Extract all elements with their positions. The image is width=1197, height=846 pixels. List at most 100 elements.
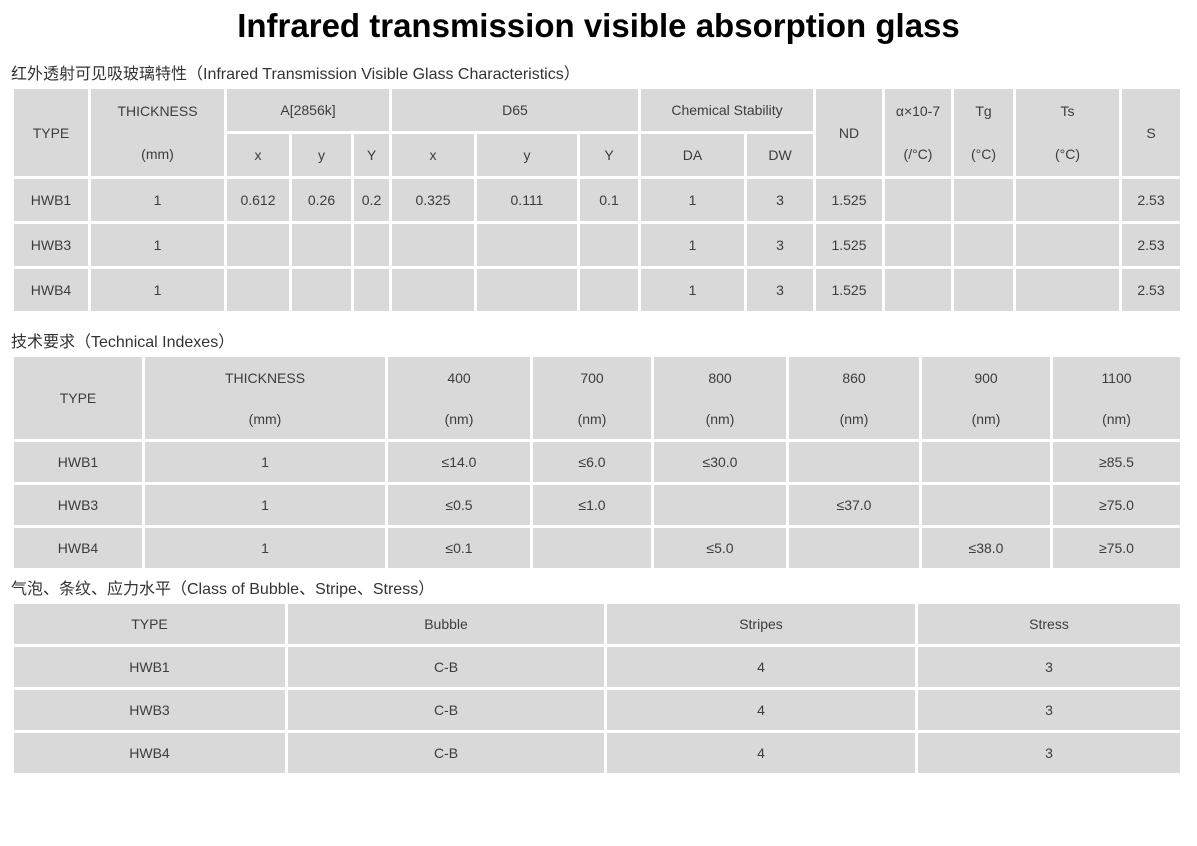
header-cell-line: 900 [974, 369, 998, 386]
header-cell: Stripes [607, 604, 915, 644]
table-cell: 1.525 [816, 224, 882, 266]
table-row: HWB4 1 ≤0.1 ≤5.0 ≤38.0 ≥75.0 [14, 528, 1180, 568]
header-cell: 1100 (nm) [1053, 357, 1180, 439]
table-cell: ≥75.0 [1053, 485, 1180, 525]
table-cell: 4 [607, 733, 915, 773]
header-row: TYPE THICKNESS (mm) A[2856k] D65 Chemical Sta… [14, 89, 1180, 176]
table-cell [789, 442, 919, 482]
table-row: HWB1 C-B 4 3 [14, 647, 1180, 687]
table-row: HWB1 1 0.612 0.26 0.2 0.325 0.111 0.1 1 3 1.525 2.5… [14, 179, 1180, 221]
table-cell: 1.525 [816, 179, 882, 221]
table-cell [1016, 179, 1119, 221]
table-cell: 4 [607, 690, 915, 730]
table-cell [580, 224, 638, 266]
header-cell: THICKNESS (mm) [91, 89, 224, 176]
header-cell: Ts (°C) [1016, 89, 1119, 176]
bubble-stripe-stress-heading: 气泡、条纹、应力水平（Class of Bubble、Stripe、Stress… [11, 581, 435, 598]
table-cell: HWB1 [14, 442, 142, 482]
header-cell: S [1122, 89, 1180, 176]
header-cell-line: (nm) [444, 410, 474, 427]
table-cell [477, 224, 577, 266]
header-cell: Bubble [288, 604, 604, 644]
header-cell-line: α×10-7 [895, 102, 941, 119]
table-cell: HWB1 [14, 647, 285, 687]
table-cell: 0.26 [292, 179, 351, 221]
table-cell: HWB4 [14, 269, 88, 311]
table-cell [885, 179, 951, 221]
header-cell-line: (°C) [970, 146, 997, 163]
table-cell: 4 [607, 647, 915, 687]
header-cell: y [477, 134, 577, 176]
header-cell-line: (mm) [141, 146, 174, 163]
table-cell [922, 442, 1050, 482]
table-cell: ≤30.0 [654, 442, 786, 482]
table-cell: 1 [145, 442, 385, 482]
header-cell: D65 [392, 89, 638, 131]
table-cell [292, 269, 351, 311]
header-cell-line: 860 [842, 369, 866, 386]
header-cell: x [227, 134, 289, 176]
section-characteristics: 红外透射可见吸玻璃特性（Infrared Transmission Visibl… [11, 64, 1186, 314]
table-cell [354, 224, 389, 266]
header-cell: 700 (nm) [533, 357, 651, 439]
table-cell: ≤5.0 [654, 528, 786, 568]
header-cell-line: 1100 [1101, 369, 1132, 386]
section-technical-indexes: 技术要求（Technical Indexes） TYPE THICKNESS (mm… [11, 332, 1186, 571]
table-cell: 2.53 [1122, 179, 1180, 221]
table-cell: HWB3 [14, 224, 88, 266]
table-cell: HWB4 [14, 528, 142, 568]
table-cell [392, 269, 474, 311]
section-bubble-stripe-stress: 气泡、条纹、应力水平（Class of Bubble、Stripe、Stress… [11, 579, 1186, 776]
table-cell: C-B [288, 690, 604, 730]
technical-indexes-heading: 技术要求（Technical Indexes） [11, 334, 235, 351]
table-cell: 1 [91, 269, 224, 311]
header-cell-line: THICKNESS [224, 369, 306, 386]
header-cell-line: (nm) [577, 410, 607, 427]
header-cell-line: 700 [580, 369, 604, 386]
table-cell: 3 [747, 179, 813, 221]
header-row: TYPE THICKNESS (mm) 400 (nm) 700 (nm) 800 (nm) 86… [14, 357, 1180, 439]
table-row: HWB1 1 ≤14.0 ≤6.0 ≤30.0 ≥85.5 [14, 442, 1180, 482]
header-cell-line: 800 [708, 369, 732, 386]
header-cell-line: (°C) [1054, 146, 1081, 163]
table-cell: 3 [918, 647, 1180, 687]
header-cell: y [292, 134, 351, 176]
table-cell [477, 269, 577, 311]
header-cell: Y [354, 134, 389, 176]
table-cell [533, 528, 651, 568]
header-cell: THICKNESS (mm) [145, 357, 385, 439]
table-cell: 2.53 [1122, 269, 1180, 311]
header-cell: 400 (nm) [388, 357, 530, 439]
table-row: HWB3 1 ≤0.5 ≤1.0 ≤37.0 ≥75.0 [14, 485, 1180, 525]
table-cell: 0.2 [354, 179, 389, 221]
table-cell: 1.525 [816, 269, 882, 311]
header-cell: A[2856k] [227, 89, 389, 131]
table-cell: HWB3 [14, 690, 285, 730]
table-cell: 1 [641, 224, 744, 266]
table-cell [954, 179, 1013, 221]
header-cell-line: (/°C) [903, 146, 933, 163]
table-cell [227, 224, 289, 266]
table-cell: 1 [145, 485, 385, 525]
table-row: HWB4 C-B 4 3 [14, 733, 1180, 773]
table-cell: ≤0.1 [388, 528, 530, 568]
table-row: HWB4 1 1 3 1.525 2.53 [14, 269, 1180, 311]
header-cell: x [392, 134, 474, 176]
header-row: TYPE Bubble Stripes Stress [14, 604, 1180, 644]
table-cell: HWB1 [14, 179, 88, 221]
table-cell: C-B [288, 733, 604, 773]
table-cell [922, 485, 1050, 525]
header-cell: Stress [918, 604, 1180, 644]
table-cell: HWB4 [14, 733, 285, 773]
table-cell: ≤37.0 [789, 485, 919, 525]
header-cell-line: Tg [975, 102, 992, 119]
table-cell: 1 [91, 224, 224, 266]
table-cell [392, 224, 474, 266]
header-cell: TYPE [14, 604, 285, 644]
table-cell [1016, 224, 1119, 266]
header-cell: α×10-7 (/°C) [885, 89, 951, 176]
header-cell: DW [747, 134, 813, 176]
header-cell: Y [580, 134, 638, 176]
header-cell-line: Ts [1060, 102, 1075, 119]
